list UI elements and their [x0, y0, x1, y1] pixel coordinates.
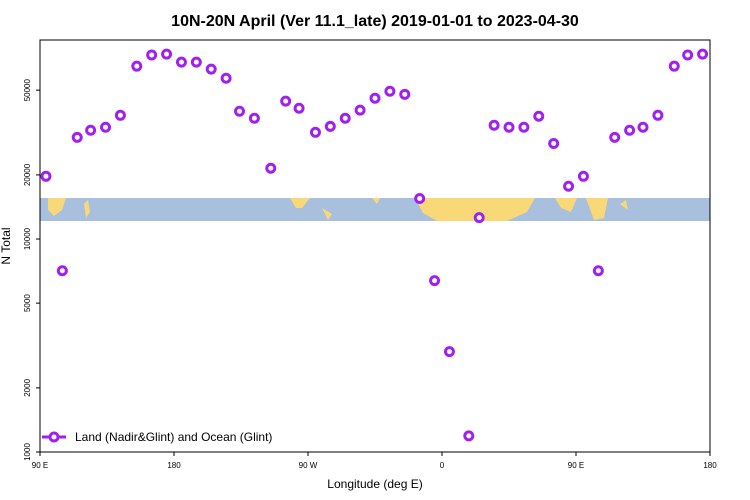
data-point [114, 109, 126, 121]
y-tick-label: 20000 [23, 163, 32, 186]
data-point [429, 275, 441, 287]
y-axis-label: N Total [0, 227, 13, 264]
data-point [71, 131, 83, 143]
y-tick-label: 2000 [23, 378, 32, 396]
data-point [205, 63, 217, 75]
data-point [280, 95, 292, 107]
data-point [220, 72, 232, 84]
y-tick-label: 50000 [23, 78, 32, 101]
y-tick-label: 5000 [23, 294, 32, 312]
data-point [234, 105, 246, 117]
data-point [668, 60, 680, 72]
data-point [384, 85, 396, 97]
data-point [354, 104, 366, 116]
data-point [414, 192, 426, 204]
x-tick-label: 0 [440, 461, 445, 470]
data-point [592, 265, 604, 277]
data-point [473, 212, 485, 224]
legend-label: Land (Nadir&Glint) and Ocean (Glint) [75, 430, 272, 444]
data-point [293, 102, 305, 114]
data-point [624, 124, 636, 136]
data-point [443, 346, 455, 358]
data-point [652, 109, 664, 121]
data-point [637, 121, 649, 133]
data-point [503, 121, 515, 133]
data-point [85, 124, 97, 136]
data-point [463, 430, 475, 442]
data-point [248, 112, 260, 124]
data-point [488, 119, 500, 131]
data-point [40, 170, 52, 182]
data-point [265, 162, 277, 174]
data-point [309, 126, 321, 138]
data-point [563, 180, 575, 192]
data-point [533, 110, 545, 122]
chart-title: 10N-20N April (Ver 11.1_late) 2019-01-01… [171, 13, 579, 30]
data-point [399, 88, 411, 100]
data-point [131, 60, 143, 72]
data-point [548, 137, 560, 149]
legend-marker [48, 431, 60, 443]
y-tick-label: 10000 [23, 227, 32, 250]
data-point [518, 121, 530, 133]
data-point [161, 48, 173, 60]
x-tick-label: 90 E [32, 461, 48, 470]
x-tick-label: 90 W [299, 461, 318, 470]
data-point [175, 56, 187, 68]
data-point [339, 112, 351, 124]
y-tick-label: 1000 [23, 443, 32, 461]
data-point [682, 49, 694, 61]
data-point [100, 121, 112, 133]
map-strip [40, 198, 710, 221]
data-point [369, 92, 381, 104]
data-point [190, 56, 202, 68]
data-point [609, 131, 621, 143]
x-tick-label: 90 E [568, 461, 584, 470]
x-axis-label: Longitude (deg E) [327, 477, 422, 491]
data-point [697, 48, 709, 60]
data-point [56, 265, 68, 277]
data-point [146, 49, 158, 61]
x-tick-label: 180 [167, 461, 181, 470]
data-point [577, 170, 589, 182]
legend: Land (Nadir&Glint) and Ocean (Glint) [42, 430, 272, 444]
x-tick-label: 180 [703, 461, 717, 470]
data-point [324, 120, 336, 132]
plot-frame [39, 39, 711, 453]
